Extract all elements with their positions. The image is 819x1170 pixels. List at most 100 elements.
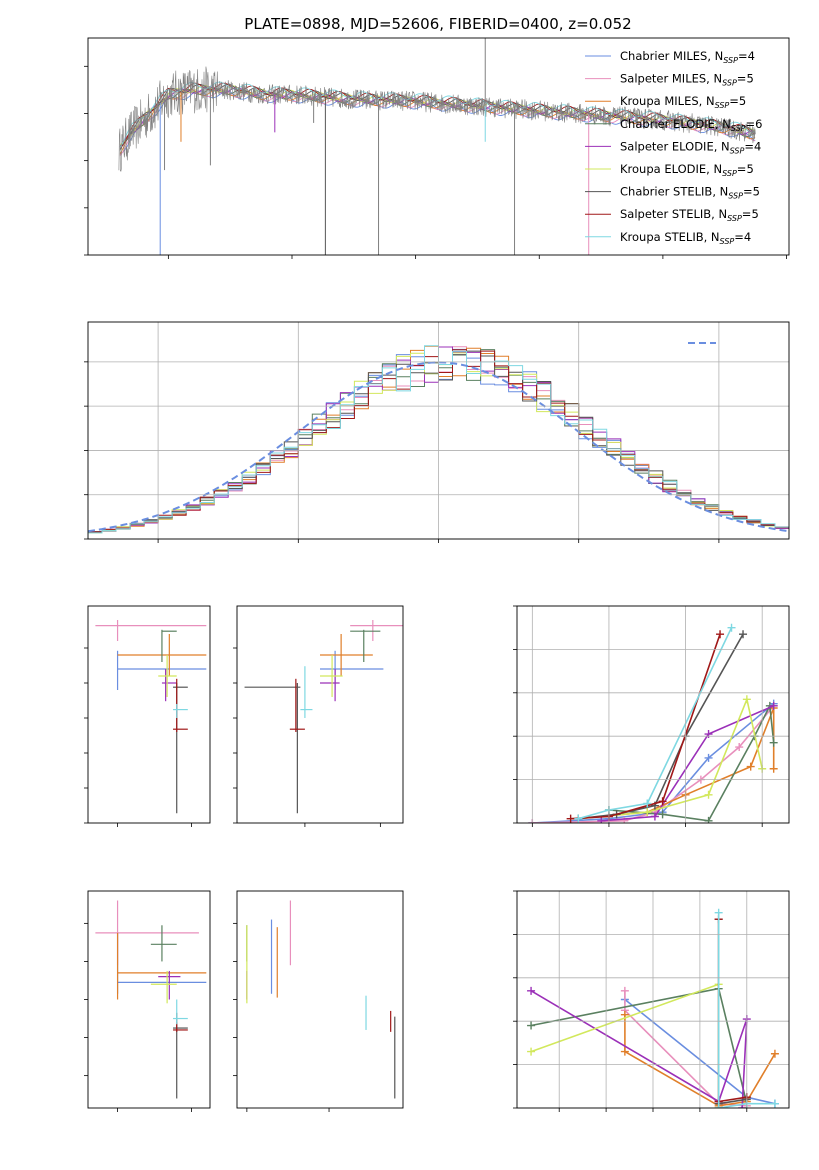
weight-marker — [658, 797, 667, 806]
legend-entry-chabrier-elodie: Chabrier ELODIE, NSSP=6 — [620, 117, 762, 133]
weight-marker — [770, 1049, 779, 1058]
legend-equals: = — [743, 185, 753, 199]
legend-nssp-prefix: , N — [707, 49, 723, 63]
weight-marker — [527, 1047, 536, 1056]
legend-nssp-prefix: , N — [711, 207, 727, 221]
legend-equals: = — [746, 117, 756, 131]
weight-line — [717, 919, 747, 1103]
legend-nssp-value: 5 — [746, 162, 753, 176]
weight-line — [601, 705, 775, 822]
observed-spectrum — [118, 66, 756, 172]
weight-series-salpeter-elodie — [597, 701, 778, 823]
weight-series-chabrier-elodie — [527, 984, 751, 1108]
weight-marker — [704, 753, 713, 762]
weight-line — [717, 919, 747, 1105]
legend-nssp-prefix: , N — [715, 117, 731, 131]
legend-series-name: Kroupa STELIB — [620, 230, 704, 244]
errorbar-kroupa-miles — [320, 634, 373, 676]
legend-equals: = — [737, 162, 747, 176]
legend-nssp-value: 4 — [744, 230, 751, 244]
weight-line — [717, 912, 775, 1108]
panel-age_vs_mass — [233, 605, 404, 827]
grid-lines — [517, 605, 789, 824]
legend-series-name: Kroupa MILES — [620, 94, 699, 108]
weight-marker — [650, 812, 659, 821]
legend-equals: = — [742, 207, 752, 221]
weight-marker — [714, 908, 723, 917]
errorbar-kroupa-stelib — [300, 666, 313, 718]
weight-line — [624, 990, 747, 1107]
weight-marker — [735, 743, 744, 752]
panel-mass_vs_EBV — [233, 890, 404, 1112]
legend-nssp-value: 4 — [754, 139, 761, 153]
panel-residual_histogram — [84, 321, 790, 543]
figure-title: PLATE=0898, MJD=52606, FIBERID=0400, z=0… — [244, 15, 631, 33]
errorbar-kroupa-elodie — [150, 970, 177, 1004]
legend-nssp-value: 5 — [753, 185, 760, 199]
weight-marker — [597, 816, 606, 823]
plot-area — [95, 900, 207, 1099]
legend-equals: = — [737, 72, 747, 86]
axes-frame — [236, 605, 404, 824]
panel-weight_vs_Z — [513, 890, 790, 1112]
weight-marker — [770, 1099, 779, 1108]
errorbar-chabrier-miles — [116, 650, 207, 690]
weight-series-chabrier-elodie — [604, 701, 778, 823]
plot-area — [246, 900, 396, 1099]
grid-lines — [517, 890, 789, 1109]
weight-marker — [620, 986, 629, 995]
weight-marker — [727, 623, 736, 632]
legend-series-name: Chabrier ELODIE — [620, 117, 715, 131]
legend-nssp-prefix: , N — [712, 185, 728, 199]
errorbar-kroupa-stelib — [173, 999, 188, 1025]
errorbar-chabrier-stelib — [173, 683, 188, 814]
legend-equals: = — [738, 49, 748, 63]
weight-line — [608, 703, 775, 822]
legend-nssp-subscript: SSP — [715, 101, 730, 110]
legend-equals: = — [734, 230, 744, 244]
legend-entry-kroupa-miles: Kroupa MILES, NSSP=5 — [620, 94, 746, 110]
legend-nssp-prefix: , N — [706, 162, 722, 176]
axes-frame — [236, 890, 404, 1109]
weight-marker — [716, 630, 725, 639]
weight-marker — [527, 1021, 536, 1030]
weight-series-chabrier-stelib — [714, 915, 751, 1108]
weight-marker — [620, 1047, 629, 1056]
legend-equals: = — [744, 139, 754, 153]
panel-age_vs_Z — [84, 605, 211, 827]
legend-nssp-prefix: , N — [704, 230, 720, 244]
errorbar-salpeter-elodie — [161, 669, 177, 702]
legend-nssp-value: 4 — [748, 49, 755, 63]
axes-frame — [516, 890, 790, 1109]
weight-series-salpeter-stelib — [714, 915, 751, 1106]
legend-nssp-value: 6 — [755, 117, 762, 131]
errorbar-chabrier-elodie — [161, 629, 177, 662]
errorbar-chabrier-elodie — [150, 925, 177, 962]
plot-area — [244, 620, 403, 814]
legend-series-name: Chabrier STELIB — [620, 185, 712, 199]
weight-marker — [574, 814, 583, 823]
legend-entry-kroupa-stelib: Kroupa STELIB, NSSP=4 — [620, 230, 751, 246]
errorbar-kroupa-elodie — [320, 655, 343, 697]
axes-frame — [87, 37, 790, 256]
errorbar-salpeter-miles — [95, 900, 199, 966]
legend-nssp-subscript: SSP — [731, 124, 746, 133]
errorbar-kroupa-elodie — [158, 655, 177, 697]
legend-nssp-subscript: SSP — [722, 79, 737, 88]
weight-marker — [643, 808, 652, 817]
axes-frame — [516, 605, 790, 824]
errorbar-salpeter-stelib — [173, 1022, 188, 1032]
legend-nssp-value: 5 — [739, 94, 746, 108]
legend-entry-salpeter-stelib: Salpeter STELIB, NSSP=5 — [620, 207, 759, 223]
weight-line — [578, 633, 744, 820]
legend-series-name: Salpeter ELODIE — [620, 139, 714, 153]
weight-marker — [769, 764, 778, 773]
weight-marker — [714, 1104, 723, 1108]
errorbar-salpeter-stelib — [289, 678, 305, 732]
weight-marker — [769, 701, 778, 710]
legend-nssp-value: 5 — [746, 72, 753, 86]
legend-nssp-subscript: SSP — [722, 169, 737, 178]
weight-marker — [742, 695, 751, 704]
